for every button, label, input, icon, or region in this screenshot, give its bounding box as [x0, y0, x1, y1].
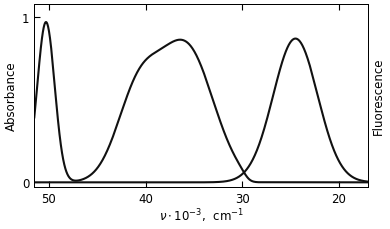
- Y-axis label: Absorbance: Absorbance: [5, 62, 18, 131]
- Y-axis label: Fluorescence: Fluorescence: [372, 57, 385, 135]
- X-axis label: $\nu\cdot10^{-3}$,  cm$^{-1}$: $\nu\cdot10^{-3}$, cm$^{-1}$: [159, 207, 244, 224]
